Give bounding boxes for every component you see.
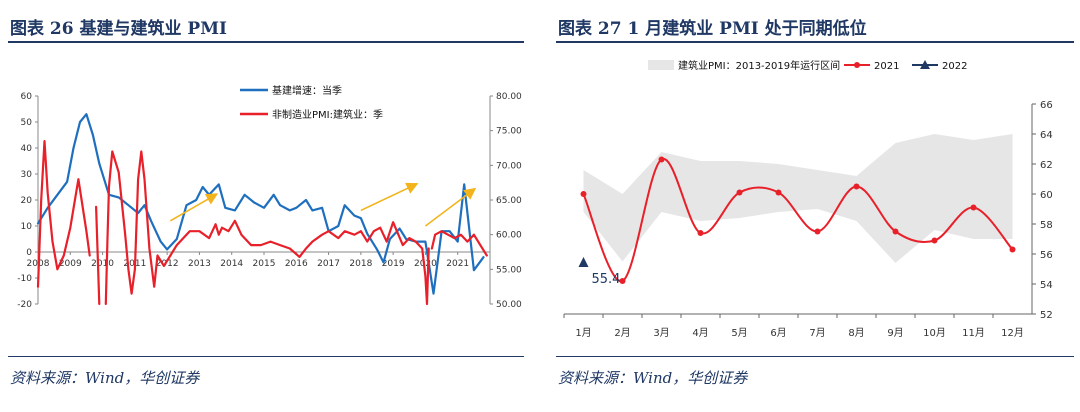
- y-tick-label: 52: [1040, 310, 1053, 321]
- right-tick-label: 60.00: [496, 231, 522, 241]
- x-tick-label: 2012: [156, 259, 179, 269]
- chart-panel-infrastructure-pmi: 图表 26 基建与建筑业 PMI -20 -10 0 10 20 30 40 50 60 50.0…: [0, 0, 530, 412]
- point-2021: [658, 156, 665, 163]
- chart-construction-pmi-monthly: 52 54 56 58 60 62 64 66 1月 2月 3月 4月 5月 6月 7月 8月 9月 10月 11月…: [563, 59, 1053, 339]
- x-tick-label: 2010: [91, 259, 114, 269]
- source-divider: [8, 356, 524, 357]
- point-2021: [892, 228, 899, 235]
- x-tick-label: 12月: [1001, 327, 1024, 339]
- y-tick-label: 58: [1040, 220, 1053, 231]
- trend-arrow: [360, 182, 419, 212]
- x-tick-label: 6月: [770, 327, 786, 339]
- source-divider: [556, 356, 1074, 357]
- point-2022: [578, 257, 589, 267]
- point-2021: [580, 191, 587, 197]
- trend-arrow: [169, 193, 219, 222]
- left-tick-label: 50: [21, 118, 33, 128]
- x-tick-label: 2017: [317, 259, 340, 269]
- left-tick-label: 40: [21, 144, 33, 154]
- point-2021: [775, 189, 782, 196]
- x-tick-label: 2015: [253, 259, 276, 269]
- x-tick-label: 2月: [614, 327, 630, 339]
- point-2021: [814, 228, 821, 235]
- y-tick-label: 56: [1040, 250, 1053, 261]
- legend-label: 基建增速：当季: [272, 84, 342, 97]
- x-tick-label: 2021: [446, 259, 469, 269]
- x-tick-label: 8月: [848, 327, 864, 339]
- left-tick-label: 30: [21, 170, 33, 180]
- x-tick-label: 5月: [731, 327, 747, 339]
- right-tick-label: 55.00: [496, 265, 522, 275]
- legend-label: 非制造业PMI:建筑业：季: [272, 108, 383, 121]
- series-line-2: [36, 140, 488, 306]
- point-2021: [697, 230, 704, 236]
- y-tick-label: 64: [1040, 130, 1053, 141]
- legend-marker-2021: [854, 62, 860, 68]
- x-tick-label: 2019: [382, 259, 405, 269]
- left-tick-label: -10: [17, 274, 32, 284]
- data-label-2022: 55.4: [592, 272, 621, 287]
- x-tick-label: 10月: [923, 327, 946, 339]
- left-tick-label: 0: [26, 248, 32, 258]
- legend-label: 建筑业PMI：2013-2019年运行区间: [678, 59, 840, 72]
- legend-marker-2022: [920, 60, 930, 69]
- right-tick-label: 70.00: [496, 161, 522, 171]
- point-2021: [1009, 246, 1016, 253]
- x-tick-label: 4月: [692, 327, 708, 339]
- point-2021: [970, 204, 977, 211]
- x-tick-label: 3月: [653, 327, 669, 339]
- title-divider: [8, 41, 524, 43]
- source-note: 资料来源：Wind，华创证券: [558, 369, 748, 387]
- title-divider: [556, 41, 1074, 43]
- x-tick-label: 1月: [575, 327, 591, 339]
- x-tick-label: 2014: [220, 259, 243, 269]
- x-tick-label: 2020: [414, 259, 437, 269]
- x-tick-label: 2018: [349, 259, 372, 269]
- left-tick-label: 60: [21, 92, 33, 102]
- chart-infrastructure-pmi: -20 -10 0 10 20 30 40 50 60 50.00 55.00 60.00 65.00 7…: [17, 84, 522, 310]
- left-tick-label: 10: [21, 222, 33, 232]
- x-tick-label: 2013: [188, 259, 211, 269]
- y-tick-label: 62: [1040, 160, 1053, 171]
- x-tick-label: 9月: [887, 327, 903, 339]
- right-tick-label: 65.00: [496, 196, 522, 206]
- chart-title: 图表 27 1 月建筑业 PMI 处于同期低位: [558, 19, 867, 39]
- point-2021: [736, 189, 743, 196]
- legend-swatch-band: [648, 60, 674, 70]
- point-2021: [619, 278, 626, 284]
- point-2021: [931, 237, 938, 244]
- point-2021: [853, 183, 860, 190]
- legend-label: 2021: [874, 61, 899, 72]
- right-tick-label: 80.00: [496, 92, 522, 102]
- x-tick-label: 11月: [962, 327, 985, 339]
- y-tick-label: 60: [1040, 190, 1053, 201]
- trend-arrow: [424, 187, 477, 227]
- x-tick-label: 7月: [809, 327, 825, 339]
- right-tick-label: 75.00: [496, 127, 522, 137]
- source-note: 资料来源：Wind，华创证券: [10, 369, 200, 387]
- y-tick-label: 54: [1040, 280, 1053, 291]
- legend-label: 2022: [942, 61, 967, 72]
- chart-title: 图表 26 基建与建筑业 PMI: [10, 19, 227, 39]
- y-tick-label: 66: [1040, 100, 1053, 111]
- x-tick-label: 2016: [285, 259, 308, 269]
- x-tick-label: 2009: [59, 259, 82, 269]
- right-tick-label: 50.00: [496, 300, 522, 310]
- left-tick-label: -20: [17, 300, 32, 310]
- left-tick-label: 20: [21, 196, 33, 206]
- range-band: [583, 134, 1013, 263]
- chart-panel-construction-pmi: 图表 27 1 月建筑业 PMI 处于同期低位 52 54 56 58 60 62 64 66…: [548, 0, 1080, 412]
